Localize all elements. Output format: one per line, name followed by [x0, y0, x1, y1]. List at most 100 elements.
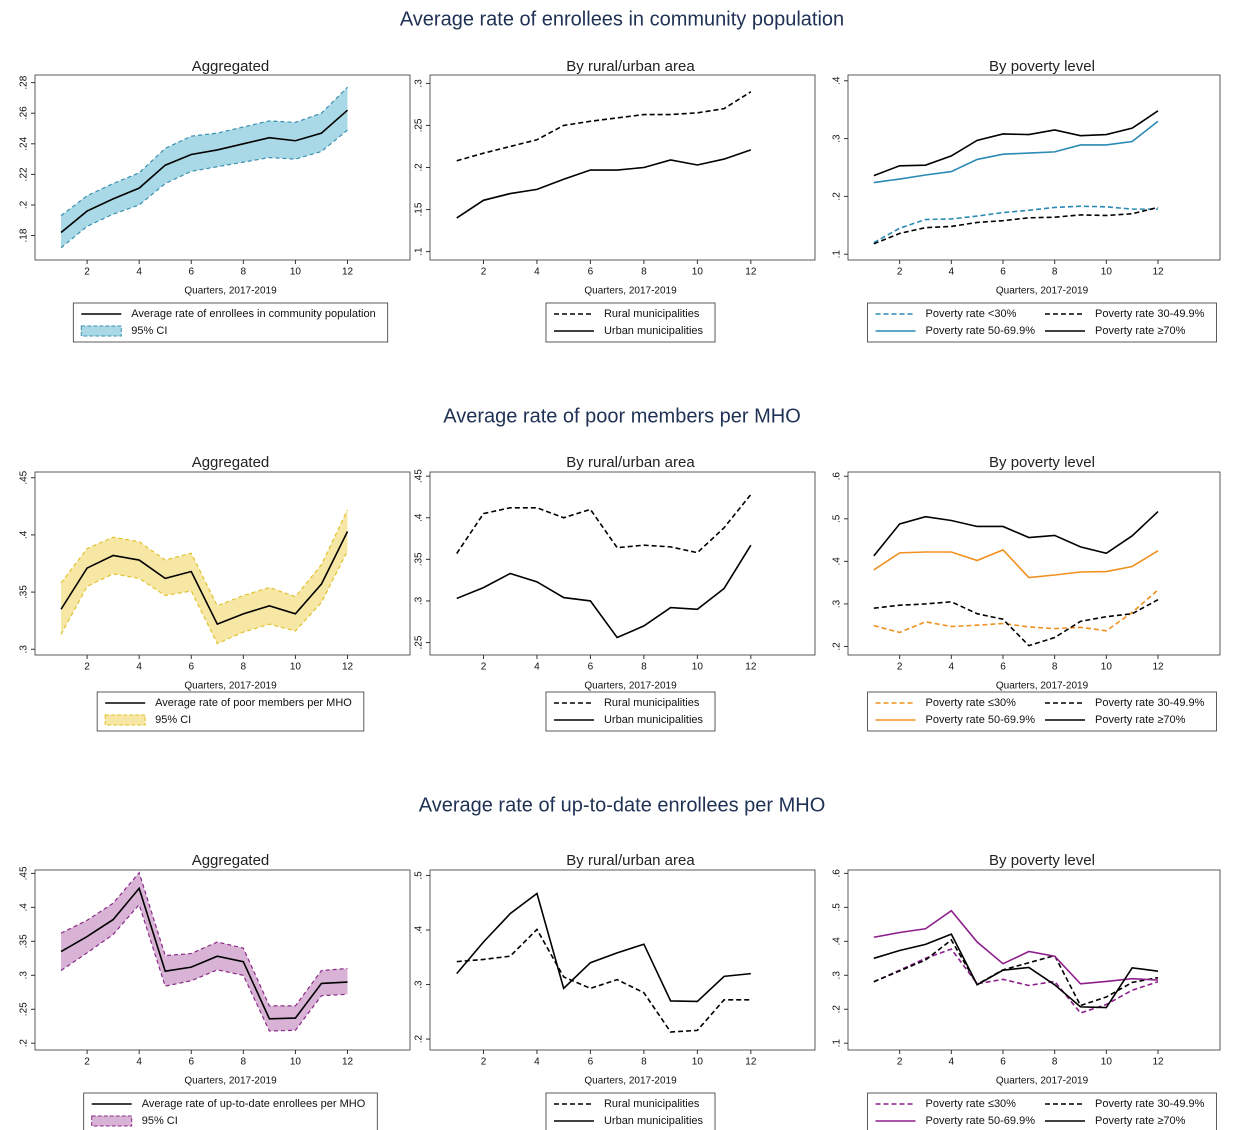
ci-edge [60, 550, 349, 645]
y-tick-label: .3 [414, 980, 425, 989]
x-tick-label: 2 [897, 1057, 903, 1068]
y-tick-label: .25 [414, 118, 425, 132]
legend-box [72, 302, 389, 343]
x-tick-label: 8 [1052, 662, 1058, 673]
x-tick-label: 8 [641, 662, 647, 673]
y-tick-label: .24 [19, 136, 30, 150]
y-tick-label: .2 [414, 163, 425, 172]
panel-title: By rural/urban area [566, 852, 695, 869]
x-tick-label: 4 [136, 267, 142, 278]
section-title: Average rate of poor members per MHO [443, 405, 801, 427]
x-axis-label: Quarters, 2017-2019 [184, 681, 277, 692]
ci-band [61, 872, 348, 1031]
x-tick-label: 2 [84, 662, 90, 673]
series-line [873, 206, 1159, 245]
y-tick-label: .5 [832, 514, 843, 523]
series-line [60, 886, 348, 1020]
plot-frame [847, 471, 1221, 656]
x-tick-label: 6 [188, 1057, 194, 1068]
legend-label: Poverty rate 50-69.9% [926, 1115, 1036, 1127]
legend-label: Urban municipalities [604, 1115, 704, 1127]
legend-box [545, 1092, 716, 1130]
y-tick-label: .2 [414, 1034, 425, 1043]
y-tick-label: .3 [19, 645, 30, 654]
x-tick-label: 6 [588, 1057, 594, 1068]
legend: Average rate of up-to-date enrollees per… [83, 1092, 378, 1130]
legend-label: Poverty rate ≥70% [1095, 714, 1186, 726]
y-tick-label: .2 [832, 642, 843, 651]
legend-label: 95% CI [155, 714, 191, 726]
y-tick-label: .4 [832, 557, 843, 566]
y-tick-label: .4 [832, 76, 843, 85]
ci-edge [60, 903, 348, 1032]
y-tick-label: .5 [414, 871, 425, 880]
y-tick-label: .3 [414, 596, 425, 605]
series-line [456, 928, 751, 1033]
x-tick-label: 12 [1152, 662, 1164, 673]
x-tick-label: 4 [136, 662, 142, 673]
x-tick-label: 10 [290, 662, 302, 673]
y-tick-label: .35 [19, 585, 30, 599]
x-tick-label: 4 [534, 267, 540, 278]
legend-box [867, 302, 1217, 343]
y-tick-label: .2 [19, 1039, 30, 1048]
plot-frame [847, 74, 1221, 261]
legend-box [867, 691, 1217, 732]
legend: Poverty rate ≤30% Poverty rate 30-49.9% Po… [867, 691, 1217, 732]
legend-swatch [91, 1115, 133, 1127]
series-line [456, 493, 752, 554]
x-axis-label: Quarters, 2017-2019 [584, 681, 677, 692]
y-tick-label: .25 [414, 635, 425, 649]
x-tick-label: 2 [897, 267, 903, 278]
series-line [456, 892, 751, 1003]
x-tick-label: 8 [241, 267, 247, 278]
legend: Rural municipalities Urban municipalities [545, 691, 716, 732]
x-tick-label: 6 [1000, 267, 1006, 278]
x-axis-label: Quarters, 2017-2019 [996, 286, 1089, 297]
series-line [873, 948, 1159, 1014]
y-tick-label: .28 [19, 75, 30, 89]
plot-frame [429, 869, 816, 1051]
plot-frame [34, 471, 411, 656]
x-tick-label: 4 [949, 1057, 955, 1068]
y-tick-label: .22 [19, 167, 30, 181]
series-line [873, 598, 1159, 647]
x-tick-label: 10 [290, 267, 302, 278]
series-line [873, 205, 1158, 244]
plot-frame [429, 74, 816, 261]
x-axis-label: Quarters, 2017-2019 [584, 286, 677, 297]
panel-title: Aggregated [192, 454, 270, 471]
ci-band [61, 509, 348, 644]
legend: Average rate of poor members per MHO 95% … [96, 691, 365, 732]
legend-label: 95% CI [142, 1115, 178, 1127]
x-tick-label: 8 [241, 662, 247, 673]
legend-label: Poverty rate 30-49.9% [1095, 308, 1205, 320]
y-tick-label: .45 [19, 470, 30, 484]
y-tick-label: .6 [832, 472, 843, 481]
ci-band [61, 87, 348, 248]
y-tick-label: .4 [414, 513, 425, 522]
x-tick-label: 10 [692, 267, 704, 278]
y-tick-label: .18 [19, 228, 30, 242]
x-tick-label: 4 [949, 662, 955, 673]
x-axis-label: Quarters, 2017-2019 [584, 1076, 677, 1087]
panel-title: By poverty level [989, 58, 1095, 75]
legend-box [83, 1092, 378, 1130]
x-tick-label: 4 [949, 267, 955, 278]
plot-frame [847, 869, 1221, 1051]
x-tick-label: 8 [641, 1057, 647, 1068]
ci-edge [60, 871, 348, 1007]
legend-label: Rural municipalities [604, 697, 700, 709]
x-tick-label: 8 [1052, 267, 1058, 278]
legend-label: Poverty rate 30-49.9% [1095, 697, 1205, 709]
x-tick-label: 4 [534, 1057, 540, 1068]
legend: Poverty rate <30% Poverty rate 30-49.9% Po… [867, 302, 1217, 343]
x-tick-label: 10 [1101, 1057, 1113, 1068]
x-tick-label: 8 [241, 1057, 247, 1068]
y-tick-label: .3 [832, 134, 843, 143]
series-line [873, 938, 1159, 1007]
series-line [873, 589, 1159, 634]
y-tick-label: .25 [19, 1002, 30, 1016]
x-tick-label: 8 [641, 267, 647, 278]
x-axis-label: Quarters, 2017-2019 [996, 1076, 1089, 1087]
